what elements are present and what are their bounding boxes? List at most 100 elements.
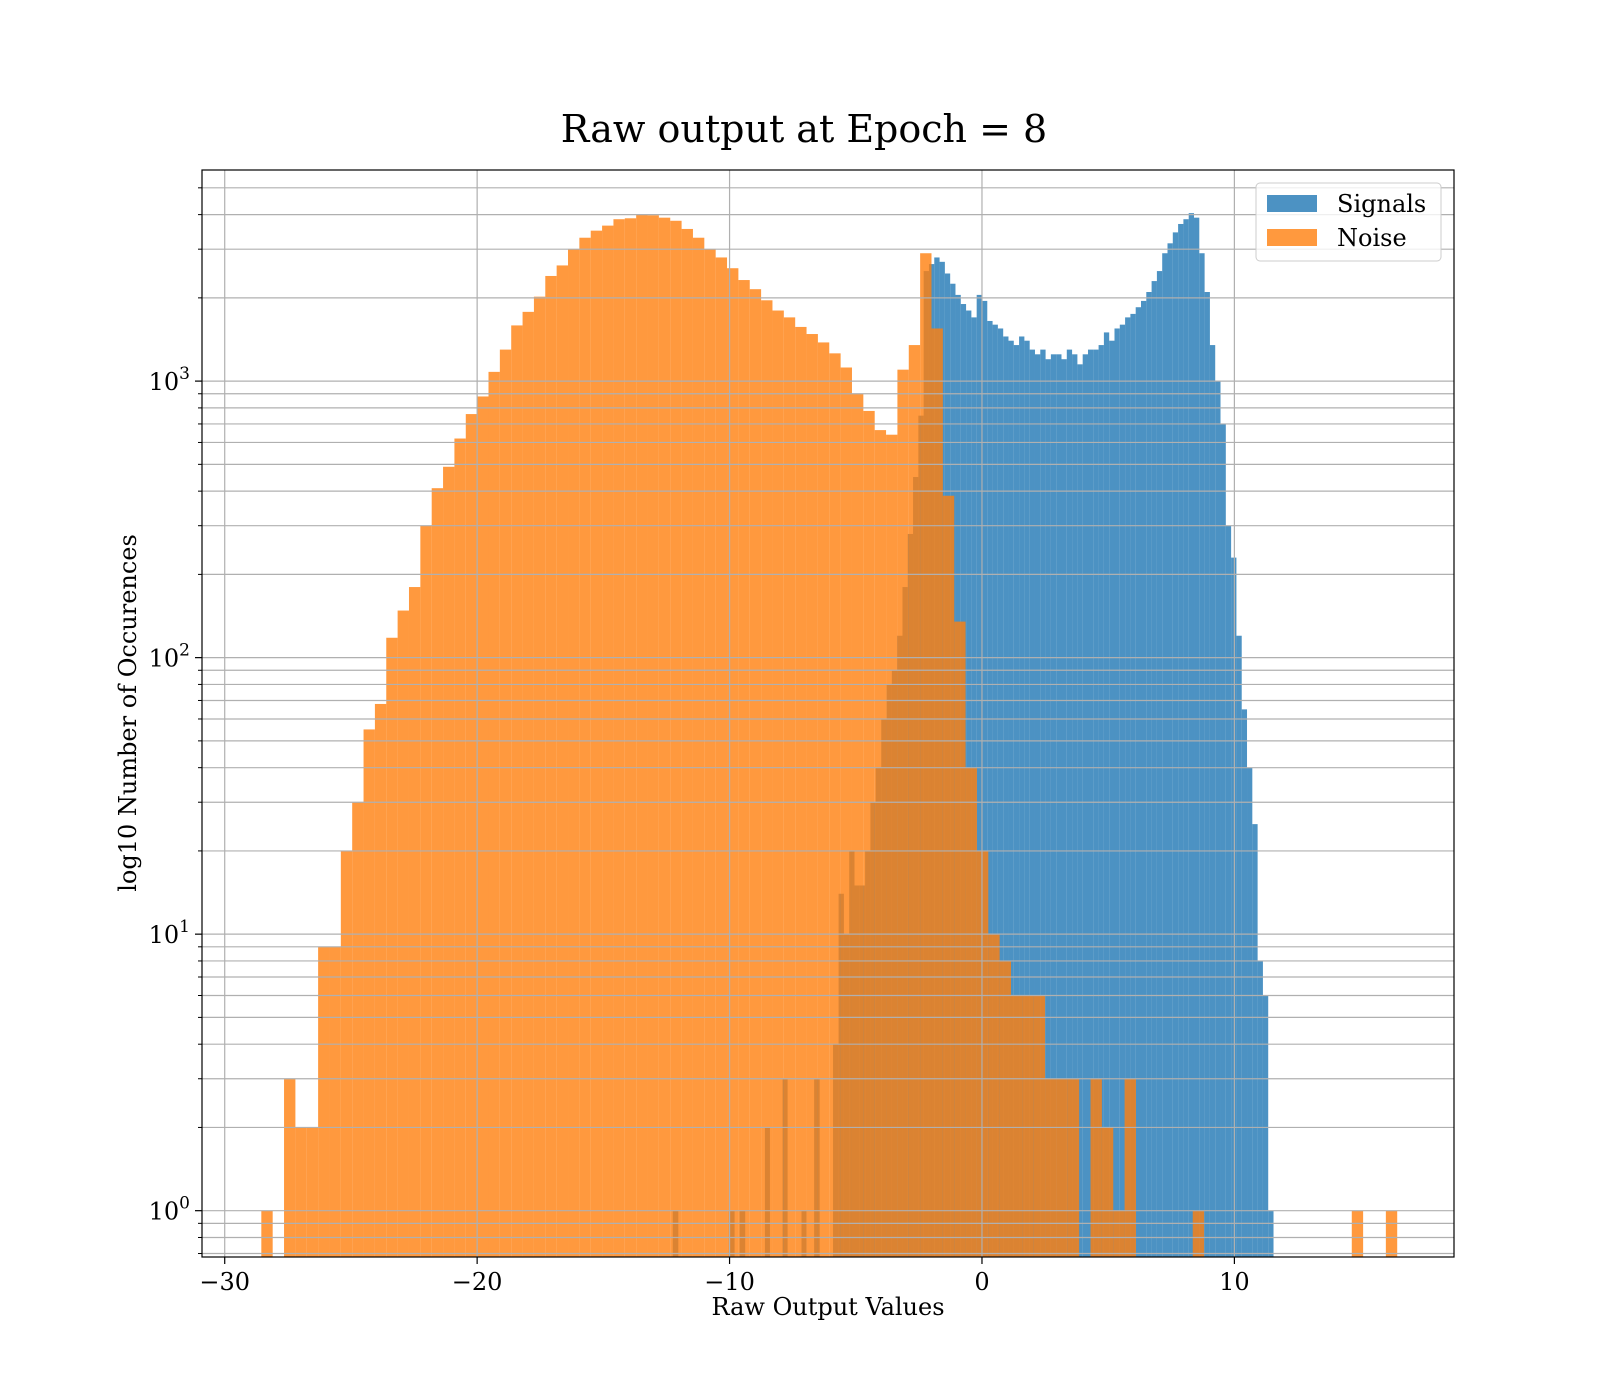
bar-noise [613, 219, 625, 1257]
bar-noise [363, 729, 375, 1257]
bar-signals [1252, 824, 1258, 1257]
bar-signals [1040, 349, 1046, 1257]
bar-signals [1262, 995, 1269, 1257]
y-tick-label: 103 [149, 364, 190, 396]
bar-signals [1188, 213, 1195, 1257]
bar-noise [817, 342, 830, 1257]
bar-noise [568, 249, 580, 1257]
bar-noise [352, 802, 364, 1257]
bar-noise [511, 325, 523, 1257]
bar-signals [1061, 359, 1067, 1257]
bar-noise [465, 414, 478, 1257]
bar-noise [999, 960, 1012, 1257]
bar-signals [1098, 345, 1104, 1257]
bar-noise [988, 934, 1000, 1257]
bar-noise [715, 257, 728, 1257]
bar-noise [670, 220, 682, 1257]
legend: Signals Noise [1255, 182, 1442, 262]
bar-noise [374, 703, 387, 1257]
bar-noise [908, 345, 921, 1257]
bar-signals [1199, 253, 1205, 1257]
bar-noise [454, 438, 466, 1257]
bar-signals [992, 324, 998, 1257]
bar-signals [1109, 340, 1115, 1257]
bar-noise [920, 253, 932, 1257]
bar-noise [420, 525, 432, 1257]
bar-signals [1056, 354, 1062, 1257]
y-tick-label: 100 [149, 1194, 190, 1226]
bar-noise [761, 300, 773, 1257]
y-tick-label: 102 [149, 641, 190, 673]
bar-noise [306, 1127, 319, 1257]
bar-noise [408, 587, 421, 1257]
bar-signals [1135, 307, 1141, 1257]
bar-noise [851, 393, 864, 1257]
bar-signals [1114, 328, 1120, 1257]
bar-signals [981, 300, 988, 1257]
legend-label-noise: Noise [1337, 224, 1407, 252]
bar-noise [738, 280, 750, 1257]
bar-noise [954, 621, 966, 1257]
bar-signals [1204, 292, 1210, 1257]
bar-signals [1231, 557, 1237, 1257]
bar-signals [1072, 354, 1078, 1257]
bar-signals [1045, 359, 1051, 1257]
bar-signals [1220, 423, 1226, 1257]
bar-noise [1022, 995, 1034, 1257]
x-tick-label: 10 [1219, 1268, 1250, 1296]
legend-swatch-noise [1267, 229, 1317, 246]
bar-noise [579, 237, 591, 1257]
bar-noise [1067, 1078, 1080, 1257]
bar-noise [681, 228, 693, 1257]
bar-signals [1183, 219, 1189, 1257]
bar-signals [1093, 349, 1099, 1257]
bar-signals [1247, 767, 1253, 1257]
bar-noise [477, 396, 489, 1257]
bar-noise [1045, 1078, 1057, 1257]
bar-signals [1019, 336, 1025, 1257]
bar-noise [1056, 1078, 1068, 1257]
bar-noise [624, 218, 637, 1257]
bar-noise [897, 369, 909, 1257]
bar-noise [829, 353, 841, 1257]
bar-noise [1101, 1127, 1114, 1257]
grid [202, 170, 1454, 1257]
bar-noise [261, 1210, 273, 1257]
bar-signals [1029, 349, 1035, 1257]
bar-noise [488, 371, 500, 1257]
bar-noise [727, 268, 739, 1257]
bar-noise [863, 410, 875, 1257]
bar-noise [556, 265, 569, 1257]
bar-noise [647, 215, 659, 1257]
bar-noise [340, 850, 353, 1257]
bar-noise [590, 230, 603, 1257]
bar-signals [1013, 345, 1020, 1257]
bar-noise [976, 850, 989, 1257]
bar-noise [874, 430, 887, 1257]
bar-noise [886, 434, 898, 1257]
bar-signals [1167, 243, 1173, 1257]
bar-signals [1034, 354, 1041, 1257]
bar-signals [1125, 317, 1131, 1257]
bar-noise [1124, 1078, 1136, 1257]
chart-title: Raw output at Epoch = 8 [561, 107, 1047, 151]
y-axis-label: log10 Number of Occurences [114, 534, 142, 892]
bar-signals [976, 294, 982, 1257]
bar-signals [1162, 253, 1168, 1257]
bar-signals [1003, 336, 1009, 1257]
bar-noise [1090, 1078, 1102, 1257]
bar-signals [1156, 271, 1163, 1257]
bar-noise [795, 326, 807, 1257]
bar-signals [1050, 354, 1057, 1257]
bar-noise [692, 237, 705, 1257]
bar-noise [1351, 1210, 1364, 1257]
bar-signals [1209, 345, 1216, 1257]
bar-signals [1119, 324, 1126, 1257]
plot-frame [201, 169, 1455, 1258]
bar-noise [533, 296, 546, 1257]
bar-signals [1103, 332, 1110, 1257]
bar-noise [772, 310, 784, 1257]
bar-noise [1113, 1210, 1125, 1257]
x-tick-label: −10 [704, 1268, 755, 1296]
